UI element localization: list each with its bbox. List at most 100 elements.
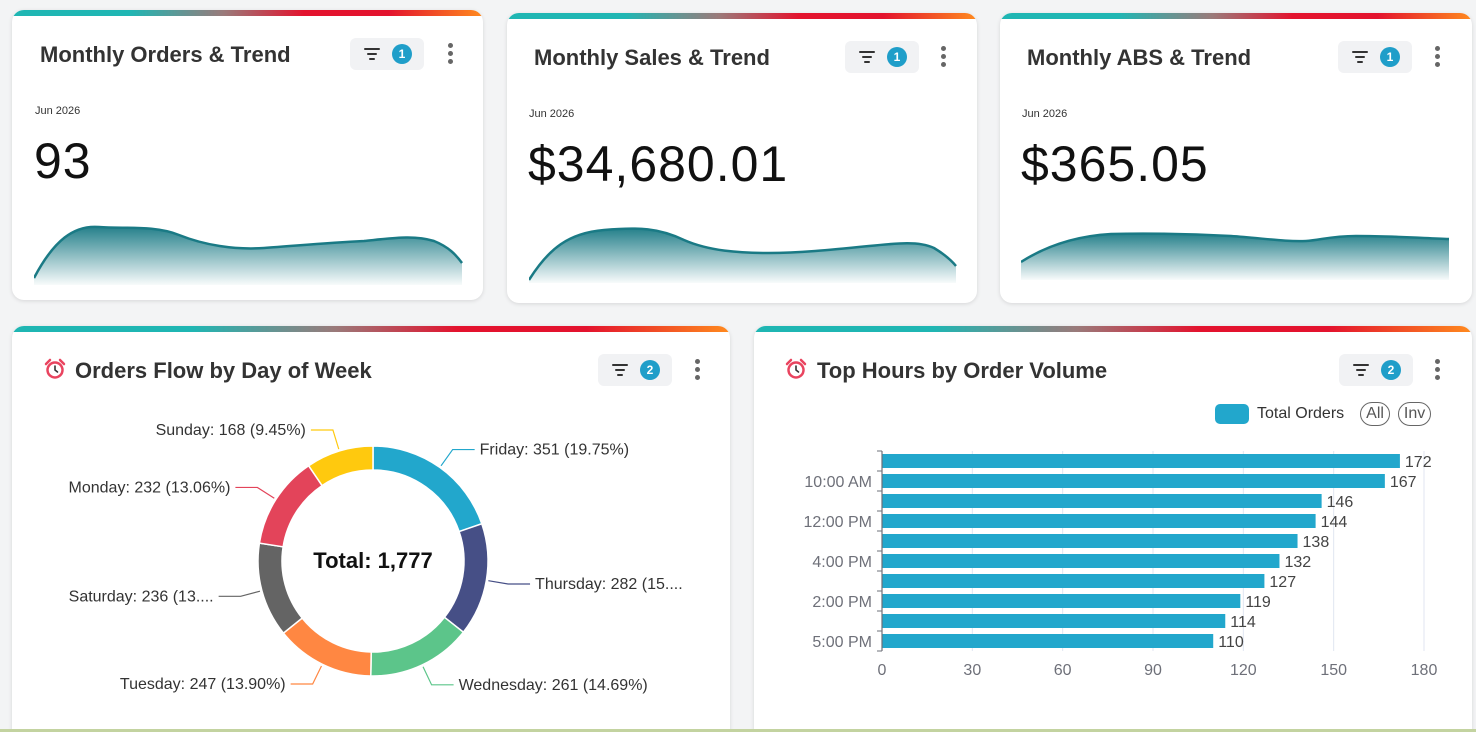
filter-icon xyxy=(1353,364,1369,376)
donut-label-saturday: Saturday: 236 (13.... xyxy=(69,588,214,605)
donut-label-monday: Monday: 232 (13.06%) xyxy=(69,479,231,496)
filter-button[interactable]: 2 xyxy=(1339,354,1413,386)
bar[interactable] xyxy=(882,574,1265,588)
donut-leader-line xyxy=(218,590,261,597)
x-tick-label: 0 xyxy=(878,662,887,679)
top-hours-card: Top Hours by Order Volume 2 Total Orders… xyxy=(754,326,1472,732)
card-title: Monthly Sales & Trend xyxy=(534,45,770,70)
donut-slice-tuesday[interactable] xyxy=(282,617,372,677)
kpi-card-orders: Monthly Orders & Trend 1 Jun 2026 93 xyxy=(12,10,483,300)
bar-value-label: 127 xyxy=(1269,574,1296,591)
alarm-clock-icon xyxy=(44,358,66,379)
filter-icon xyxy=(1352,51,1368,63)
card-title: Monthly ABS & Trend xyxy=(1027,45,1252,70)
donut-slice-friday[interactable] xyxy=(372,445,483,533)
orders-by-day-card: Orders Flow by Day of Week 2 Friday: 351… xyxy=(12,326,730,732)
period-label: Jun 2026 xyxy=(1022,108,1068,120)
bar[interactable] xyxy=(882,594,1241,608)
kebab-menu-icon[interactable] xyxy=(441,40,461,68)
bar[interactable] xyxy=(882,614,1226,628)
bar-value-label: 146 xyxy=(1327,494,1354,511)
donut-slice-thursday[interactable] xyxy=(443,522,489,634)
card-accent-bar xyxy=(12,10,483,16)
bar[interactable] xyxy=(882,514,1316,528)
legend-select-all[interactable]: All xyxy=(1360,402,1390,426)
bar[interactable] xyxy=(882,474,1385,488)
kebab-menu-icon[interactable] xyxy=(1428,356,1448,384)
card-accent-bar xyxy=(754,326,1472,332)
donut-leader-line xyxy=(422,666,454,686)
card-accent-bar xyxy=(1000,13,1472,19)
y-category-label: 5:00 PM xyxy=(812,634,872,651)
donut-slice-wednesday[interactable] xyxy=(369,616,465,677)
kpi-value: $34,680.01 xyxy=(528,136,789,192)
alarm-clock-icon xyxy=(785,358,807,379)
donut-label-tuesday: Tuesday: 247 (13.90%) xyxy=(120,676,286,693)
legend-label[interactable]: Total Orders xyxy=(1257,405,1345,422)
donut-label-thursday: Thursday: 282 (15.... xyxy=(535,576,683,593)
bar[interactable] xyxy=(882,534,1298,548)
donut-label-wednesday: Wednesday: 261 (14.69%) xyxy=(459,677,648,694)
filter-icon xyxy=(364,48,380,60)
filter-button[interactable]: 1 xyxy=(845,41,919,73)
bar[interactable] xyxy=(882,454,1400,468)
bar-chart: 172 167 146 144 138 132 127 119 114 110 0 30 60 90 12… xyxy=(804,450,1438,679)
donut-label-friday: Friday: 351 (19.75%) xyxy=(480,442,629,459)
x-tick-label: 30 xyxy=(963,662,981,679)
kebab-menu-icon[interactable] xyxy=(688,356,708,384)
bar-value-label: 110 xyxy=(1218,634,1244,651)
donut-leader-line xyxy=(310,429,340,450)
filter-count-badge: 1 xyxy=(392,44,412,64)
kpi-card-abs: Monthly ABS & Trend 1 Jun 2026 $365.05 xyxy=(1000,13,1472,303)
sparkline-chart xyxy=(34,225,463,285)
kpi-value: 93 xyxy=(34,133,92,189)
filter-button[interactable]: 1 xyxy=(1338,41,1412,73)
card-accent-bar xyxy=(507,13,977,19)
bar[interactable] xyxy=(882,494,1322,508)
x-tick-label: 180 xyxy=(1411,662,1438,679)
filter-count-badge: 1 xyxy=(1380,47,1400,67)
period-label: Jun 2026 xyxy=(35,105,81,117)
donut-slice-monday[interactable] xyxy=(258,464,324,548)
donut-leader-line xyxy=(290,665,323,685)
bar[interactable] xyxy=(882,634,1214,648)
filter-button[interactable]: 2 xyxy=(598,354,672,386)
page-bottom-edge xyxy=(0,729,1476,732)
bar-value-label: 132 xyxy=(1284,554,1311,571)
filter-icon xyxy=(859,51,875,63)
legend-swatch[interactable] xyxy=(1215,404,1249,424)
donut-label-sunday: Sunday: 168 (9.45%) xyxy=(156,422,306,439)
filter-button[interactable]: 1 xyxy=(350,38,424,70)
y-category-label: 2:00 PM xyxy=(812,594,872,611)
filter-count-badge: 1 xyxy=(887,47,907,67)
bar-value-label: 172 xyxy=(1405,454,1432,471)
bar-value-label: 119 xyxy=(1245,594,1271,611)
sparkline-chart xyxy=(529,227,957,283)
x-tick-label: 150 xyxy=(1320,662,1347,679)
donut-leader-line xyxy=(440,448,475,467)
card-title: Monthly Orders & Trend xyxy=(40,42,291,67)
y-category-label: 10:00 AM xyxy=(804,474,872,491)
x-tick-label: 90 xyxy=(1144,662,1162,679)
donut-center-label: Total: 1,777 xyxy=(313,548,432,573)
legend-invert[interactable]: Inv xyxy=(1397,402,1432,426)
sparkline-chart xyxy=(1021,232,1450,280)
bar[interactable] xyxy=(882,554,1280,568)
bar-value-label: 144 xyxy=(1321,514,1348,531)
kpi-card-sales: Monthly Sales & Trend 1 Jun 2026 $34,680… xyxy=(507,13,977,303)
bar-value-label: 138 xyxy=(1303,534,1330,551)
donut-slice-saturday[interactable] xyxy=(257,542,304,635)
card-title: Orders Flow by Day of Week xyxy=(75,358,372,383)
bar-value-label: 167 xyxy=(1390,474,1417,491)
kebab-menu-icon[interactable] xyxy=(1428,43,1448,71)
kebab-menu-icon[interactable] xyxy=(934,43,954,71)
donut-leader-line xyxy=(235,486,275,499)
card-title: Top Hours by Order Volume xyxy=(817,358,1108,383)
y-category-label: 4:00 PM xyxy=(812,554,872,571)
filter-count-badge: 2 xyxy=(640,360,660,380)
x-tick-label: 120 xyxy=(1230,662,1257,679)
y-category-label: 12:00 PM xyxy=(804,514,872,531)
card-accent-bar xyxy=(12,326,730,332)
donut-chart: Friday: 351 (19.75%) Thursday: 282 (15...… xyxy=(69,422,683,694)
donut-slice-sunday[interactable] xyxy=(307,445,374,487)
